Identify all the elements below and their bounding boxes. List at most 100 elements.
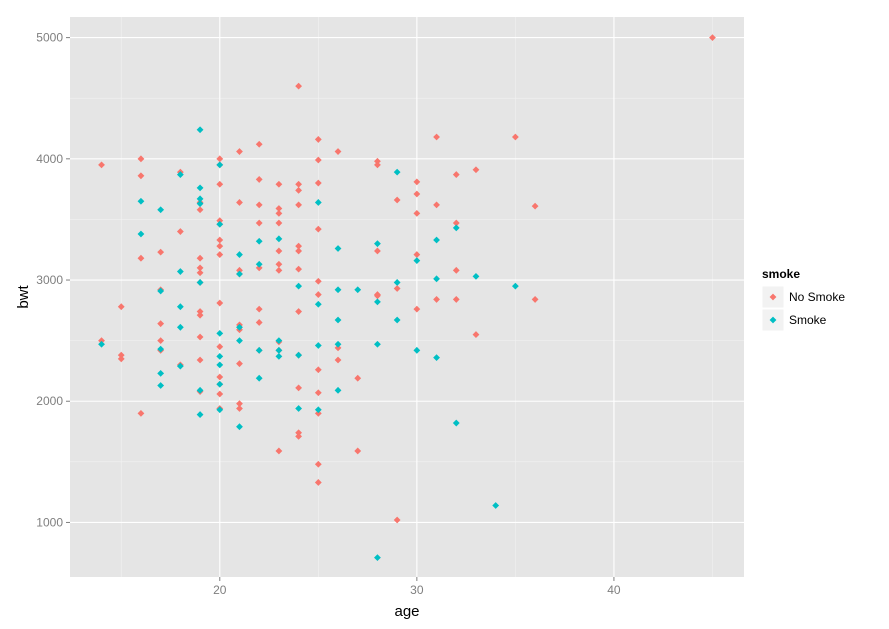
data-point [531, 296, 539, 303]
legend-marker [769, 293, 777, 301]
data-point [295, 201, 303, 209]
data-point [393, 196, 401, 204]
data-point [452, 224, 460, 232]
data-point [275, 235, 283, 243]
data-point [255, 319, 263, 326]
data-point [176, 362, 184, 370]
data-point [196, 126, 204, 134]
data-point [196, 308, 204, 315]
data-point [216, 406, 224, 414]
data-point [275, 266, 283, 274]
data-point [374, 240, 381, 248]
data-point [236, 423, 243, 431]
data-point [295, 384, 303, 392]
data-point [216, 242, 224, 250]
data-point [157, 287, 165, 295]
data-point [176, 171, 184, 178]
data-point [413, 251, 421, 258]
data-point [354, 286, 362, 294]
x-tick-label: 30 [410, 583, 424, 597]
data-point [295, 405, 303, 412]
data-point [709, 34, 716, 42]
data-point [275, 447, 283, 455]
y-tick-label: 2000 [36, 394, 63, 408]
data-point [275, 260, 283, 268]
data-point [374, 298, 381, 306]
data-point [511, 282, 519, 290]
data-point [176, 323, 184, 331]
data-point [413, 209, 421, 217]
data-point [216, 361, 224, 369]
y-tick-label: 5000 [36, 31, 63, 45]
data-point [275, 247, 283, 255]
data-point [216, 161, 224, 169]
data-point [216, 155, 224, 163]
data-point [295, 82, 303, 90]
data-point [196, 279, 204, 286]
data-point [255, 264, 263, 272]
y-tick-label: 1000 [36, 515, 63, 529]
data-point [295, 432, 303, 440]
data-point [236, 199, 243, 206]
data-point [255, 176, 263, 183]
data-point [137, 409, 145, 417]
data-point [295, 282, 303, 290]
data-point [295, 180, 303, 188]
data-point [216, 373, 224, 381]
data-point [314, 406, 322, 414]
data-point [433, 275, 440, 283]
data-point [314, 389, 322, 397]
data-point [196, 269, 204, 277]
data-point [137, 254, 145, 262]
data-point [98, 337, 105, 345]
data-point [216, 251, 224, 258]
data-point [196, 206, 204, 214]
legend-marker [769, 316, 777, 324]
data-point [314, 179, 322, 187]
data-point [472, 166, 480, 174]
data-point [413, 257, 421, 265]
grid-lines [70, 17, 744, 577]
data-point [236, 337, 243, 345]
data-point [157, 369, 165, 377]
data-point [314, 199, 322, 206]
data-point [452, 171, 460, 178]
data-point [374, 554, 381, 562]
data-point [295, 265, 303, 273]
data-point [216, 299, 224, 307]
data-point [216, 390, 224, 398]
data-point [452, 219, 460, 227]
x-tick-label: 20 [213, 583, 227, 597]
data-point [196, 195, 204, 203]
y-tick-label: 4000 [36, 152, 63, 166]
data-point [314, 225, 322, 233]
data-point [393, 279, 401, 286]
data-point [275, 205, 283, 212]
data-point [196, 254, 204, 262]
data-point [236, 405, 243, 412]
data-point [374, 340, 381, 348]
data-point [236, 251, 243, 258]
data-point [117, 303, 125, 311]
data-point [196, 311, 204, 319]
data-point [531, 202, 539, 210]
data-point [314, 479, 322, 486]
data-point [157, 320, 165, 328]
y-axis-ticks: 1000 2000 3000 4000 5000 [36, 31, 70, 529]
data-point [374, 157, 381, 165]
data-point [295, 186, 303, 194]
data-point [196, 264, 204, 272]
data-point [275, 219, 283, 227]
x-axis-ticks: 20 30 40 [213, 577, 621, 597]
data-points [98, 34, 716, 562]
data-point [275, 337, 283, 345]
data-point [275, 180, 283, 188]
data-point [472, 272, 480, 280]
data-point [374, 161, 381, 169]
legend: smoke No Smoke Smoke [761, 267, 845, 332]
data-point [433, 133, 440, 141]
data-point [374, 292, 381, 300]
data-point [452, 419, 460, 427]
data-point [452, 266, 460, 274]
data-point [216, 352, 224, 360]
